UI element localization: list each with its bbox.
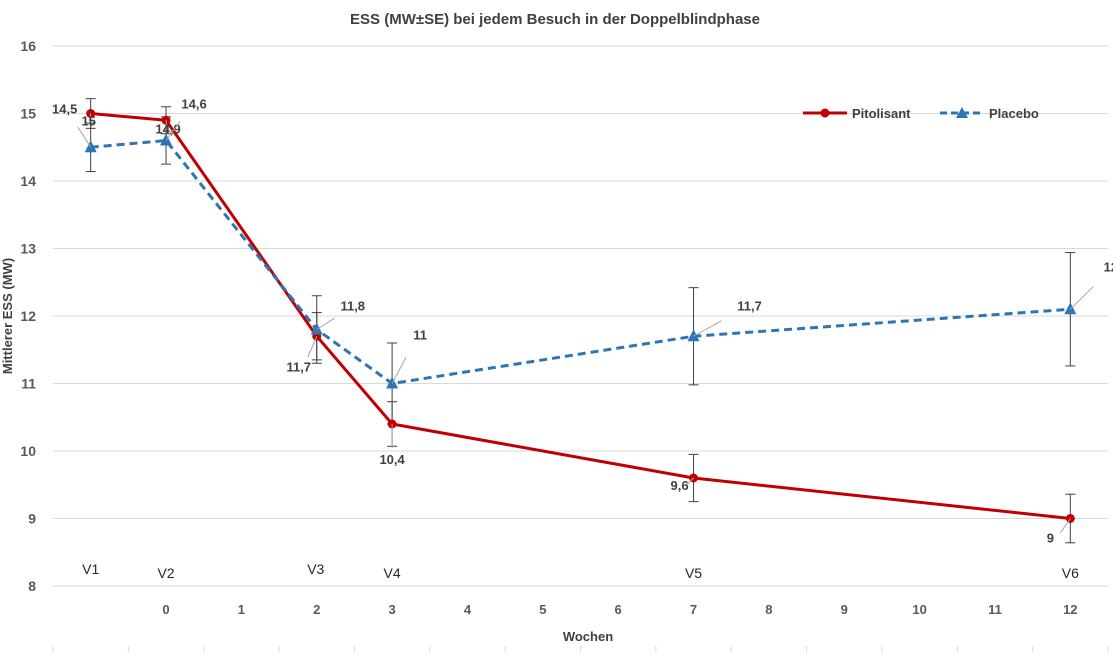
chart-title: ESS (MW±SE) bei jedem Besuch in der Dopp… (350, 11, 760, 28)
label-leader (391, 356, 407, 384)
data-label: 11,7 (286, 359, 311, 374)
data-label: 11 (413, 328, 427, 343)
x-tick-label: 9 (841, 602, 848, 617)
legend-marker-placebo (956, 107, 968, 118)
data-label: 12,1 (1104, 259, 1113, 274)
label-leader (77, 126, 92, 148)
data-point (160, 133, 173, 146)
y-tick-label: 16 (20, 38, 36, 54)
visit-label: V5 (685, 565, 702, 581)
y-tick-label: 8 (28, 578, 36, 594)
x-tick-label: 6 (615, 602, 622, 617)
data-point (1064, 302, 1077, 315)
y-tick-label: 14 (20, 173, 36, 189)
visit-label: V2 (157, 565, 174, 581)
series-line-pitolisant (90, 112, 1071, 520)
x-tick-label: 4 (464, 602, 472, 617)
y-axis-label: Mittlerer ESS (MW) (0, 258, 15, 374)
x-tick-label: 3 (388, 602, 395, 617)
visit-label: V3 (307, 561, 324, 577)
y-tick-label: 10 (20, 443, 36, 459)
y-tick-label: 13 (20, 241, 36, 257)
data-label: 15 (81, 114, 95, 129)
label-leader (686, 477, 694, 486)
label-leader (307, 336, 318, 358)
x-tick-label: 2 (313, 602, 320, 617)
data-label: 14,5 (52, 101, 77, 116)
data-label: 14,6 (181, 97, 206, 112)
legend-label-placebo: Placebo (989, 106, 1039, 121)
x-tick-label: 5 (539, 602, 546, 617)
data-label: 10,4 (379, 452, 405, 467)
legend: Pitolisant Placebo (803, 106, 1039, 121)
label-leader (316, 317, 336, 330)
x-tick-label: 12 (1063, 602, 1077, 617)
data-label: 14,9 (155, 121, 180, 136)
series-line-placebo (90, 138, 1071, 386)
x-tick-label: 7 (690, 602, 697, 617)
label-leader (1069, 286, 1094, 310)
x-axis-label: Wochen (563, 629, 613, 644)
label-leader (1059, 518, 1071, 534)
data-label: 9 (1047, 531, 1054, 546)
data-point (84, 140, 97, 153)
y-tick-label: 15 (20, 106, 36, 122)
x-tick-label: 0 (162, 602, 169, 617)
y-tick-label: 9 (28, 511, 36, 527)
data-point (687, 329, 700, 342)
label-leader (165, 121, 181, 141)
x-tick-label: 10 (912, 602, 926, 617)
y-tick-label: 12 (20, 308, 36, 324)
data-label: 11,8 (340, 299, 365, 314)
x-tick-label: 1 (238, 602, 245, 617)
x-tick-label: 8 (765, 602, 772, 617)
legend-label-pitolisant: Pitolisant (852, 106, 911, 121)
visit-label: V4 (384, 565, 401, 581)
data-label: 11,7 (737, 298, 762, 313)
label-leader (693, 320, 722, 337)
visit-label: V6 (1062, 565, 1079, 581)
x-tick-label: 11 (988, 602, 1002, 617)
y-tick-label: 11 (21, 376, 36, 392)
visit-label: V1 (82, 561, 99, 577)
label-leader (89, 113, 92, 121)
legend-marker-pitolisant (820, 108, 830, 118)
data-point (310, 322, 323, 335)
data-label: 9,6 (670, 478, 688, 493)
label-leader (165, 120, 168, 129)
